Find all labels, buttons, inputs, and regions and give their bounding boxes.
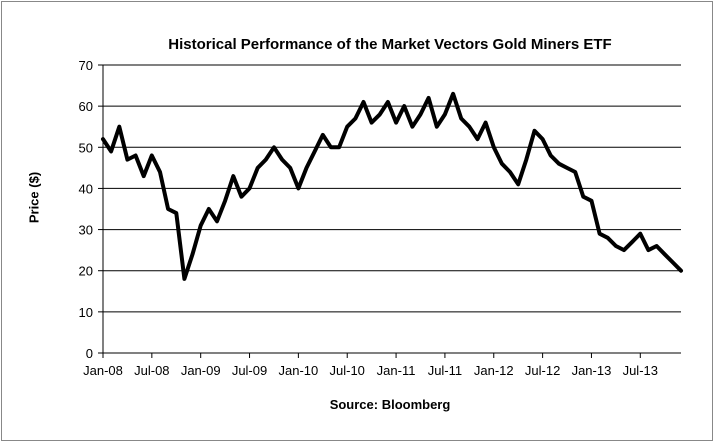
x-axis-label: Source: Bloomberg xyxy=(329,397,451,412)
x-tick-label: Jul-10 xyxy=(330,363,365,378)
x-tick-label: Jan-12 xyxy=(474,363,514,378)
y-tick-label: 40 xyxy=(79,181,93,196)
y-tick-label: 70 xyxy=(79,58,93,73)
x-tick-label: Jan-13 xyxy=(572,363,612,378)
x-tick-label: Jul-11 xyxy=(428,363,462,378)
y-tick-label: 50 xyxy=(79,140,93,155)
x-tick-label: Jul-08 xyxy=(134,363,169,378)
y-tick-label: 20 xyxy=(79,264,93,279)
x-tick-label: Jul-09 xyxy=(232,363,267,378)
chart-title: Historical Performance of the Market Vec… xyxy=(168,36,612,53)
y-tick-label: 0 xyxy=(86,346,93,361)
series-line xyxy=(101,91,683,281)
y-tick-label: 30 xyxy=(79,223,93,238)
x-tick-label: Jan-11 xyxy=(377,363,416,378)
x-tick-label: Jul-12 xyxy=(525,363,560,378)
x-tick-label: Jul-13 xyxy=(623,363,658,378)
x-tick-label: Jan-08 xyxy=(83,363,123,378)
x-tick-label: Jan-09 xyxy=(181,363,221,378)
y-tick-label: 60 xyxy=(79,99,93,114)
x-tick-label: Jan-10 xyxy=(279,363,319,378)
y-tick-label: 10 xyxy=(79,305,93,320)
